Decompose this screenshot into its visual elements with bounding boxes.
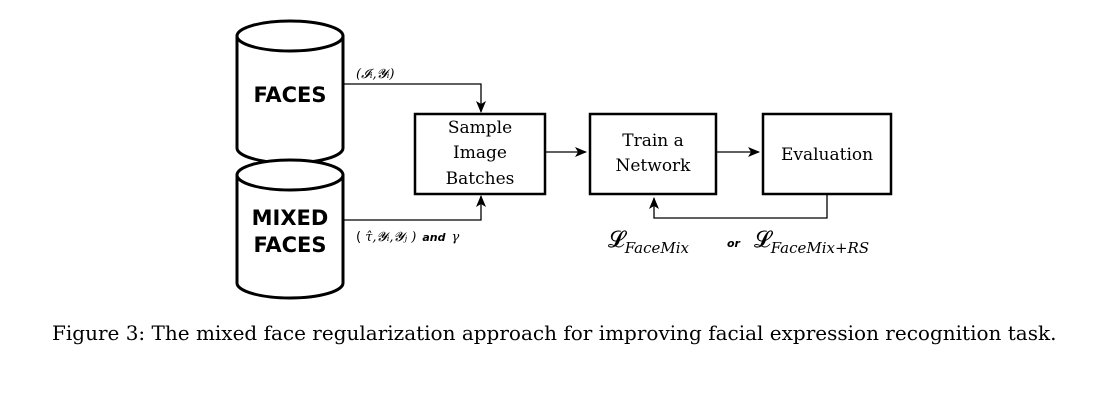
faces-database: FACES — [235, 19, 345, 165]
flow-diagram: FACES MIXED FACES Sample Image Batches T… — [235, 19, 893, 300]
edge-mixed-and-word: and — [422, 231, 445, 244]
loss-facemix-rs: 𝓛FaceMix+RS — [754, 227, 869, 257]
loss-symbol-1: 𝓛 — [608, 227, 628, 253]
mixed-faces-database: MIXED FACES — [235, 158, 345, 300]
edge-mixed-label: ( τ̂,𝓨ᵢ,𝓨ⱼ ) and γ — [356, 230, 459, 245]
edge-eval-to-train: 𝓛FaceMix or 𝓛FaceMix+RS — [608, 194, 869, 257]
edge-faces-to-sample: (𝓘ᵢ,𝓨ᵢ) — [343, 67, 486, 113]
figure-caption: Figure 3: The mixed face regularization … — [52, 321, 1057, 345]
train-network-label-line-2: Network — [616, 156, 692, 176]
sample-batches-label-line-2: Image — [453, 143, 507, 163]
edge-mixed-gamma: γ — [451, 230, 459, 245]
train-network-label-line-1: Train a — [622, 131, 684, 151]
loss-symbol-2: 𝓛 — [754, 227, 774, 253]
mixed-faces-label-line-2: FACES — [253, 233, 326, 257]
mixed-faces-label-line-1: MIXED — [252, 206, 329, 230]
loss-facemix: 𝓛FaceMix — [608, 227, 690, 257]
edge-mixed-label-tau: τ̂ — [365, 230, 373, 245]
train-network-box: Train a Network — [588, 112, 718, 196]
edge-mixed-to-sample: ( τ̂,𝓨ᵢ,𝓨ⱼ ) and γ — [343, 195, 486, 245]
edge-mixed-label-rest: ,𝓨ᵢ,𝓨ⱼ ) — [372, 230, 416, 245]
evaluation-label: Evaluation — [781, 145, 873, 165]
edge-faces-label: (𝓘ᵢ,𝓨ᵢ) — [356, 67, 395, 82]
edge-mixed-label-open: ( — [356, 230, 365, 245]
loss-facemix-rs-subscript: FaceMix+RS — [770, 239, 869, 257]
sample-batches-label-line-1: Sample — [448, 118, 512, 138]
sample-batches-box: Sample Image Batches — [413, 112, 547, 196]
loss-or-word: or — [727, 237, 741, 250]
evaluation-box: Evaluation — [761, 112, 893, 196]
faces-database-label: FACES — [253, 83, 326, 107]
loss-facemix-subscript: FaceMix — [624, 239, 690, 257]
sample-batches-label-line-3: Batches — [446, 169, 515, 189]
